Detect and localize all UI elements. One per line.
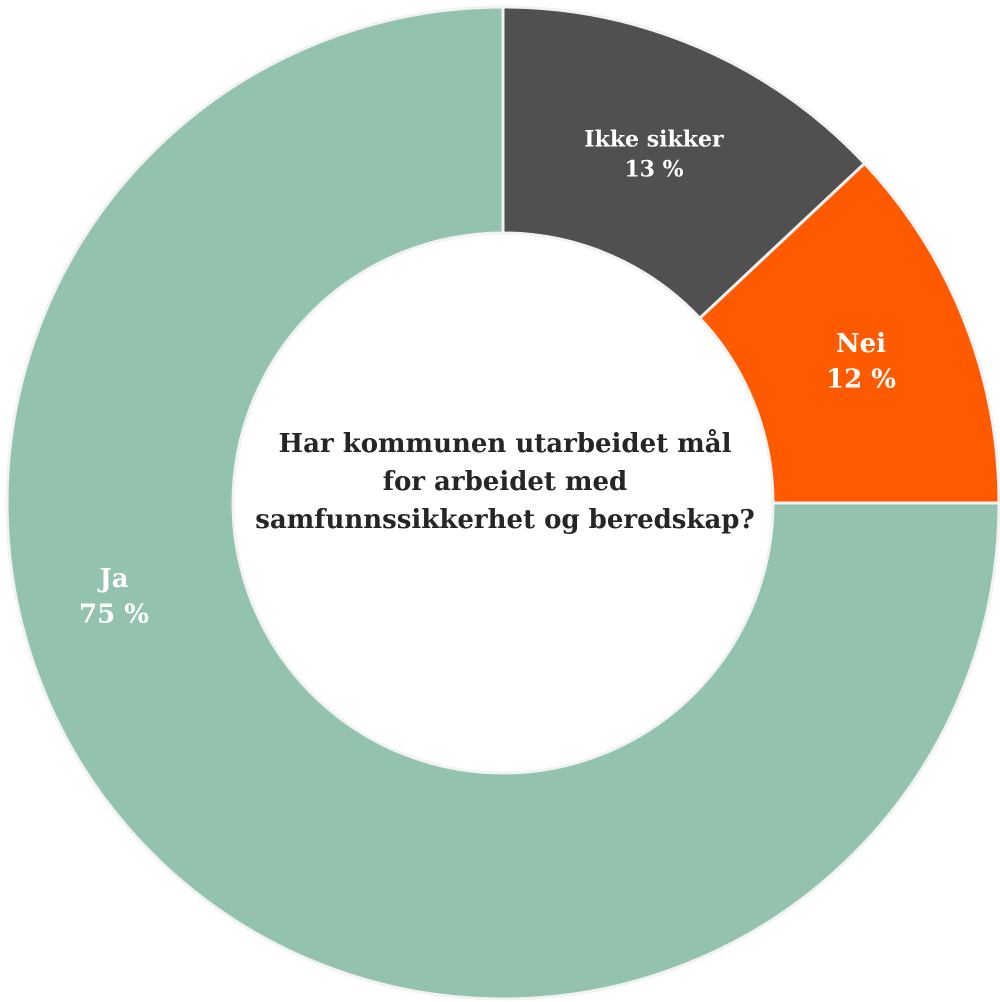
slice-value-ikke-sikker: 13 % <box>624 156 683 182</box>
slice-ikke-sikker <box>501 5 867 321</box>
slice-label-nei: Nei <box>836 329 886 359</box>
slice-label-ikke-sikker: Ikke sikker <box>584 127 724 153</box>
slice-label-ja: Ja <box>97 564 128 594</box>
chart-title: Har kommunen utarbeidet mål for arbeidet… <box>255 429 755 535</box>
slice-value-ja: 75 % <box>79 599 149 629</box>
slice-ja <box>5 5 1000 1001</box>
slice-nei <box>697 161 1000 505</box>
slice-value-nei: 12 % <box>826 364 896 394</box>
